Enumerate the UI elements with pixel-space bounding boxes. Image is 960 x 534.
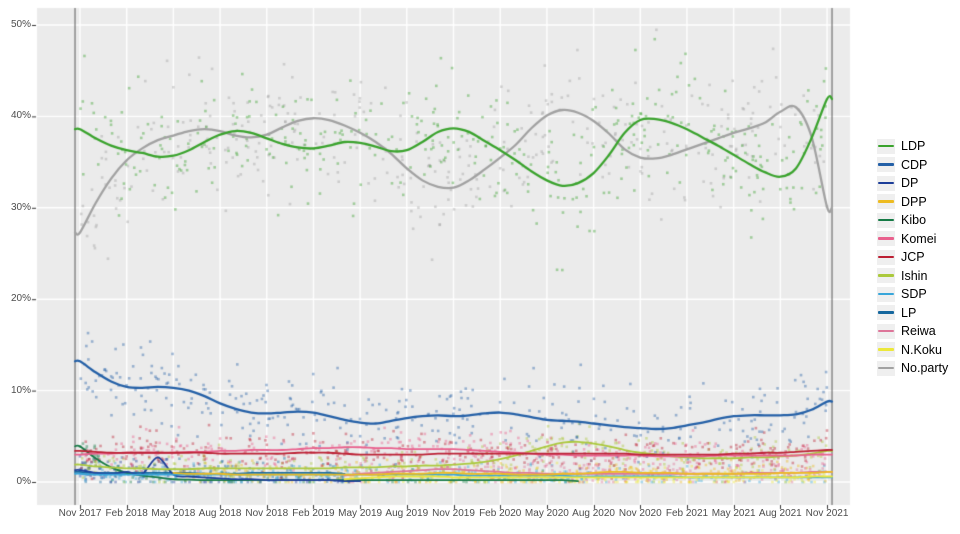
legend-key	[877, 212, 895, 228]
legend: LDP CDP DP DPP Kibo Komei JCP Ishin SDP LP Reiwa N.…	[877, 137, 948, 378]
legend-item-lp: LP	[877, 304, 948, 323]
legend-swatch-line	[878, 329, 894, 333]
legend-item-kibo: Kibo	[877, 211, 948, 230]
legend-item-noparty: No.party	[877, 359, 948, 378]
legend-label: DP	[901, 176, 919, 191]
y-tick-label: 40%	[10, 110, 31, 122]
legend-swatch-line	[878, 163, 894, 166]
legend-swatch-line	[878, 274, 894, 277]
legend-label: SDP	[901, 287, 927, 302]
legend-item-cdp: CDP	[877, 156, 948, 175]
legend-swatch-line	[878, 366, 894, 370]
y-tick-label: 20%	[10, 293, 31, 305]
x-tick-label: May 2019	[338, 508, 383, 519]
legend-swatch-line	[878, 237, 894, 240]
legend-key	[877, 360, 895, 376]
x-tick-label: Nov 2020	[618, 508, 662, 519]
legend-swatch-line	[878, 144, 894, 148]
x-tick-label: Feb 2019	[292, 508, 335, 519]
legend-item-reiwa: Reiwa	[877, 322, 948, 341]
legend-item-jcp: JCP	[877, 248, 948, 267]
legend-key	[877, 249, 895, 265]
y-tick-label: 50%	[10, 19, 31, 30]
x-tick-label: Feb 2020	[479, 508, 522, 519]
x-tick-label: Nov 2017	[58, 508, 102, 519]
legend-label: CDP	[901, 157, 928, 172]
x-tick-label: Nov 2021	[805, 508, 849, 519]
legend-label: Komei	[901, 231, 937, 246]
x-tick-label: Feb 2018	[105, 508, 148, 519]
legend-swatch-line	[878, 200, 894, 203]
legend-label: Reiwa	[901, 324, 936, 339]
y-tick-label: 30%	[10, 201, 31, 213]
legend-key	[877, 305, 895, 321]
y-tick-label: 10%	[10, 384, 31, 396]
legend-label: LDP	[901, 139, 926, 154]
x-tick-label: Aug 2021	[758, 508, 802, 519]
legend-item-ldp: LDP	[877, 137, 948, 156]
legend-key	[877, 286, 895, 302]
legend-label: DPP	[901, 194, 927, 209]
x-tick-label: May 2018	[151, 508, 196, 519]
legend-label: JCP	[901, 250, 925, 265]
legend-item-dp: DP	[877, 174, 948, 193]
legend-key	[877, 157, 895, 173]
legend-label: N.Koku	[901, 342, 942, 357]
legend-key	[877, 231, 895, 247]
legend-item-nkoku: N.Koku	[877, 341, 948, 360]
x-tick-label: May 2021	[711, 508, 756, 519]
x-tick-label: May 2020	[524, 508, 569, 519]
legend-key	[877, 323, 895, 339]
x-tick-label: Nov 2018	[245, 508, 289, 519]
legend-label: No.party	[901, 361, 949, 376]
legend-key	[877, 342, 895, 358]
legend-item-komei: Komei	[877, 230, 948, 249]
legend-key	[877, 268, 895, 284]
x-tick-label: Feb 2021	[665, 508, 709, 519]
legend-swatch-line	[878, 181, 894, 185]
legend-key	[877, 175, 895, 191]
x-tick-label: Aug 2020	[572, 508, 615, 519]
legend-swatch-line	[878, 218, 894, 222]
legend-swatch-line	[878, 255, 894, 259]
legend-label: LP	[901, 305, 917, 320]
legend-item-sdp: SDP	[877, 285, 948, 304]
legend-item-ishin: Ishin	[877, 267, 948, 286]
legend-label: Kibo	[901, 213, 927, 228]
legend-key	[877, 138, 895, 154]
y-tick-label: 0%	[16, 476, 31, 487]
legend-swatch-line	[878, 292, 894, 296]
legend-label: Ishin	[901, 268, 928, 283]
legend-item-dpp: DPP	[877, 193, 948, 212]
x-tick-label: Aug 2018	[198, 508, 242, 519]
legend-swatch-line	[878, 311, 894, 314]
legend-key	[877, 194, 895, 210]
x-tick-label: Aug 2019	[385, 508, 429, 519]
legend-swatch-line	[878, 348, 894, 351]
x-tick-label: Nov 2019	[432, 508, 475, 519]
